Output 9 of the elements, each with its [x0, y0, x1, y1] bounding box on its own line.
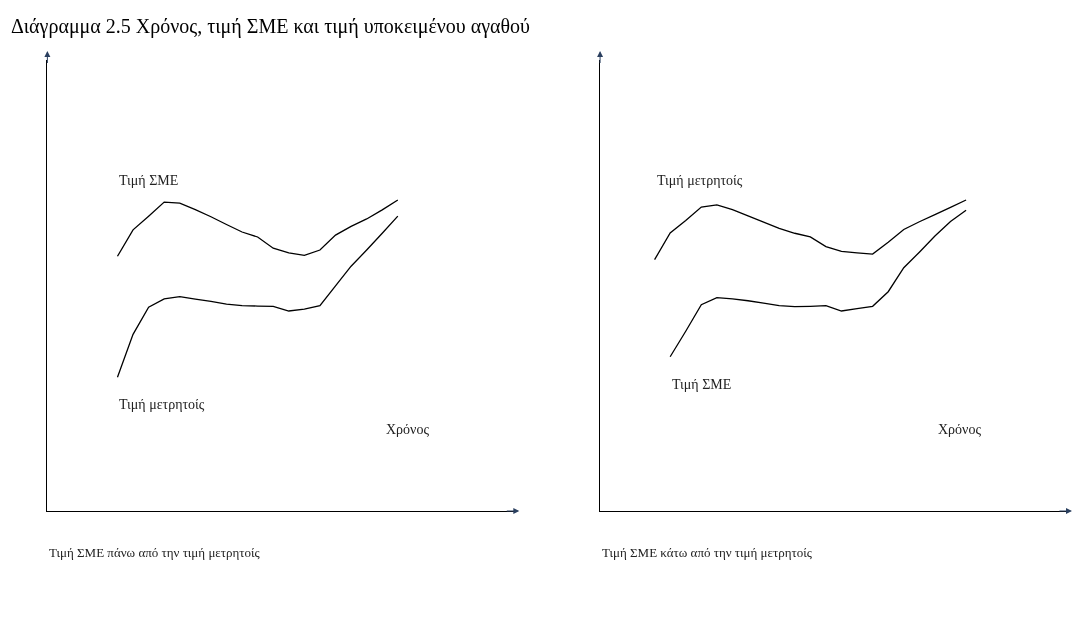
text: Τιμή ΣΜΕ πάνω από την τιμή μετρητοίς: [49, 545, 261, 560]
x-axis-title: Χρόνος: [386, 422, 430, 437]
series-label: Τιμή ΣΜΕ: [672, 377, 732, 392]
chart-title: Διάγραμμα 2.5 Χρόνος, τιμή ΣΜΕ και τιμή υποκειμένου αγαθού: [10, 14, 531, 38]
text: Τιμή ΣΜΕ κάτω από την τιμή μετρητοίς: [602, 545, 813, 560]
series-label: Τιμή ΣΜΕ: [119, 173, 179, 188]
series-label: Τιμή μετρητοίς: [119, 397, 205, 412]
x-axis-title: Χρόνος: [938, 422, 982, 437]
series-label: Τιμή μετρητοίς: [657, 173, 743, 188]
